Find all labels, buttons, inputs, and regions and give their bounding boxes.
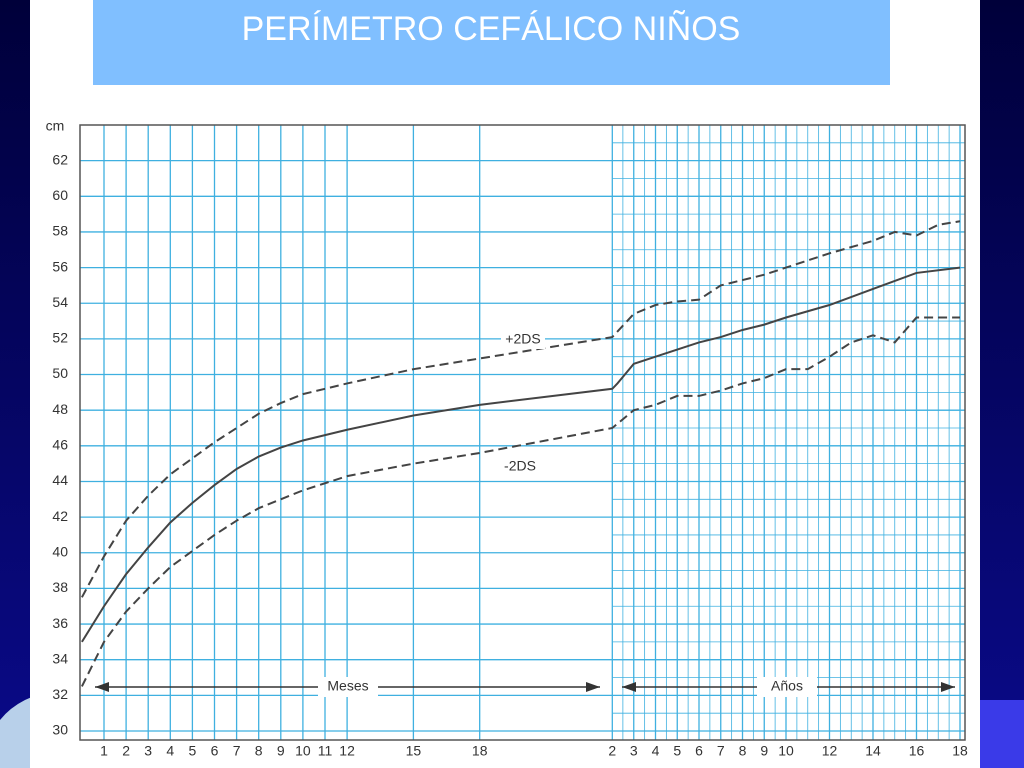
arrow-head — [941, 682, 955, 692]
x-tick-label: 7 — [717, 743, 725, 759]
label-bg — [318, 677, 378, 697]
y-tick-label: 58 — [52, 223, 68, 239]
x-tick-label: 11 — [318, 743, 333, 759]
x-tick-label: 4 — [166, 743, 174, 759]
x-tick-label: 5 — [189, 743, 197, 759]
y-tick-label: 32 — [52, 686, 68, 702]
x-tick-label: 12 — [822, 743, 838, 759]
y-axis-label: cm — [46, 118, 65, 134]
y-tick-label: 44 — [52, 472, 68, 488]
y-tick-label: 36 — [52, 615, 68, 631]
series-line — [81, 316, 960, 687]
x-tick-label: 4 — [652, 743, 660, 759]
x-tick-label: 8 — [739, 743, 747, 759]
x-tick-label: 10 — [778, 743, 794, 759]
y-tick-label: 62 — [52, 151, 68, 167]
label-bg — [501, 331, 545, 349]
x-tick-label: 5 — [673, 743, 681, 759]
y-tick-label: 38 — [52, 579, 68, 595]
arrow-head — [622, 682, 636, 692]
x-tick-label: 14 — [865, 743, 881, 759]
x-tick-label: 7 — [233, 743, 241, 759]
y-tick-label: 52 — [52, 330, 68, 346]
corner-shape — [980, 700, 1024, 768]
y-tick-label: 40 — [52, 543, 68, 559]
y-tick-label: 54 — [52, 294, 68, 310]
x-tick-label: 12 — [339, 743, 355, 759]
x-tick-label: 10 — [295, 743, 311, 759]
panel — [30, 0, 980, 768]
y-tick-label: 46 — [52, 437, 68, 453]
y-tick-label: 48 — [52, 401, 68, 417]
y-tick-label: 56 — [52, 258, 68, 274]
x-tick-label: 9 — [277, 743, 285, 759]
x-tick-label: 15 — [406, 743, 422, 759]
axis-annotation: Meses — [327, 678, 368, 694]
chart-title: PERÍMETRO CEFÁLICO NIÑOS — [242, 10, 741, 48]
x-tick-label: 3 — [630, 743, 638, 759]
arrow-head — [586, 682, 600, 692]
x-tick-label: 2 — [122, 743, 130, 759]
x-tick-label: 18 — [952, 743, 968, 759]
series-label: +2DS — [505, 331, 540, 347]
plot-frame — [79, 124, 966, 741]
x-tick-label: 9 — [760, 743, 768, 759]
series-label: -2DS — [504, 458, 536, 474]
axis-annotation: Años — [771, 678, 803, 694]
y-tick-label: 30 — [52, 722, 68, 738]
x-tick-label: 3 — [144, 743, 152, 759]
x-tick-label: 18 — [472, 743, 488, 759]
label-bg — [757, 677, 817, 697]
x-tick-label: 1 — [100, 743, 108, 759]
x-tick-label: 16 — [909, 743, 925, 759]
x-tick-label: 6 — [211, 743, 219, 759]
y-tick-label: 42 — [52, 508, 68, 524]
title-box — [93, 0, 890, 85]
series-line — [81, 266, 961, 643]
x-tick-label: 8 — [255, 743, 263, 759]
x-tick-label: 2 — [608, 743, 616, 759]
y-tick-label: 60 — [52, 187, 68, 203]
label-bg — [498, 458, 542, 476]
series-line — [81, 220, 961, 598]
x-tick-label: 6 — [695, 743, 703, 759]
y-tick-label: 34 — [52, 650, 68, 666]
arrow-head — [95, 682, 109, 692]
y-tick-label: 50 — [52, 365, 68, 381]
